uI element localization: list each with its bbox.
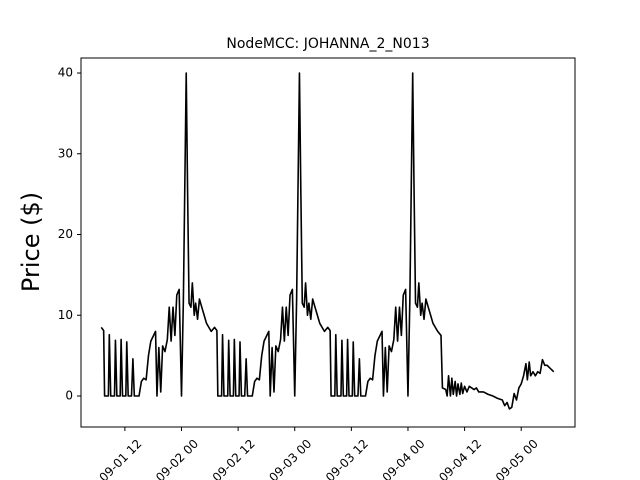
price-line [100,72,555,410]
y-tick-label: 10 [58,308,73,322]
y-tick-label: 0 [65,388,73,402]
plot-frame [80,57,576,428]
y-tick-label: 20 [58,227,73,241]
y-tick-label: 30 [58,146,73,160]
chart-title: NodeMCC: JOHANNA_2_N013 [226,36,429,52]
y-axis-label: Price ($) [17,192,45,292]
y-tick-label: 40 [58,66,73,80]
